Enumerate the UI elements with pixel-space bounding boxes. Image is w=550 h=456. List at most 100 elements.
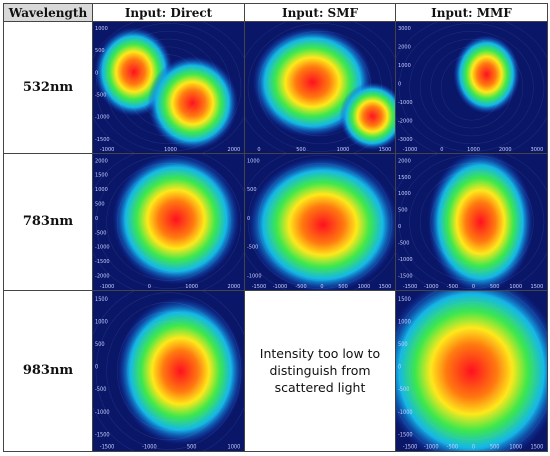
x-tick-label: 1000 bbox=[164, 147, 177, 153]
x-tick-label: -1000 bbox=[403, 147, 418, 153]
scatter-ring bbox=[398, 154, 545, 289]
scatter-ring bbox=[95, 292, 242, 450]
x-tick-label: 0 bbox=[472, 284, 475, 290]
scatter-ring bbox=[419, 171, 524, 273]
y-tick-label: -500 bbox=[398, 240, 409, 246]
x-tick-label: 0 bbox=[148, 284, 151, 290]
beam-spot bbox=[112, 154, 240, 285]
beam-profile-983nm-mmf: -1500 -1000 -500 0 500 1000 1500 1500 1000 500 0 -5… bbox=[395, 289, 548, 453]
scatter-ring bbox=[430, 46, 513, 129]
scatter-ring bbox=[409, 301, 534, 441]
y-tick-label: -1000 bbox=[95, 244, 110, 250]
y-tick-label: 1500 bbox=[95, 173, 108, 179]
scatter-ring bbox=[116, 311, 221, 431]
y-tick-label: -500 bbox=[398, 387, 410, 394]
y-tick-label: 1000 bbox=[247, 158, 260, 164]
beam-spot bbox=[427, 154, 534, 290]
scatter-ring bbox=[127, 179, 210, 265]
header-wavelength: Wavelength bbox=[3, 3, 93, 22]
beam-profile-783nm-direct: -1000 0 1000 2000 2000 1500 1000 500 0 -500 -1000 -… bbox=[92, 152, 245, 291]
note-983nm-smf: Intensity too low to distinguish from sc… bbox=[244, 289, 396, 453]
x-tick-label: 3000 bbox=[531, 147, 544, 153]
x-tick-label: 0 bbox=[472, 444, 476, 451]
y-tick-label: 0 bbox=[398, 81, 401, 87]
scatter-ring bbox=[440, 187, 503, 257]
x-tick-label: 500 bbox=[490, 284, 500, 290]
x-tick-label: 500 bbox=[187, 444, 197, 451]
y-tick-label: 500 bbox=[398, 342, 408, 349]
x-tick-label: -1000 bbox=[424, 284, 439, 290]
row-783nm: 783nm -1000 0 1000 2000 2000 1500 1000 500 0 -500… bbox=[3, 152, 548, 291]
x-tick-label: 0 bbox=[440, 147, 443, 153]
x-tick-label: -1000 bbox=[424, 444, 439, 451]
x-tick-label: 1000 bbox=[228, 444, 241, 451]
y-tick-label: -500 bbox=[95, 230, 106, 236]
x-tick-label: -1000 bbox=[142, 444, 157, 451]
x-tick-label: 500 bbox=[490, 444, 500, 451]
y-tick-label: -500 bbox=[247, 244, 258, 250]
note-line: scattered light bbox=[274, 380, 366, 396]
y-tick-label: -1500 bbox=[95, 259, 110, 265]
scatter-ring bbox=[440, 330, 503, 412]
x-tick-label: -500 bbox=[447, 284, 458, 290]
row-983nm: 983nm -1500 -1000 500 1000 1500 1000 500 0 -500-… bbox=[3, 289, 548, 453]
x-tick-label: 2000 bbox=[228, 147, 241, 153]
x-tick-label: 500 bbox=[296, 147, 306, 153]
beam-spot bbox=[117, 297, 244, 445]
x-tick-label: -1000 bbox=[100, 147, 115, 153]
scatter-ring bbox=[409, 30, 534, 145]
scatter-ring bbox=[116, 38, 221, 137]
scatter-ring bbox=[268, 171, 372, 273]
beam-spot bbox=[248, 156, 395, 290]
x-tick-label: -1500 bbox=[252, 284, 267, 290]
y-tick-label: 0 bbox=[95, 364, 99, 371]
y-tick-label: -1500 bbox=[398, 273, 413, 279]
scatter-ring bbox=[289, 54, 351, 121]
x-tick-label: -1500 bbox=[403, 444, 418, 451]
scatter-ring bbox=[247, 154, 393, 289]
y-tick-label: 0 bbox=[95, 216, 98, 222]
y-tick-label: -2000 bbox=[398, 118, 413, 124]
scatter-ring bbox=[137, 330, 200, 412]
beam-profile-783nm-smf-plot: -1500 -1000 -500 0 500 1000 1500 1000 500 0 -500 -1… bbox=[245, 154, 395, 290]
scatter-ring bbox=[409, 163, 534, 281]
x-tick-label: 0 bbox=[320, 284, 323, 290]
y-tick-label: 0 bbox=[95, 70, 98, 76]
scatter-ring bbox=[106, 301, 231, 441]
wavelength-label: 983nm bbox=[3, 289, 93, 453]
header-input-smf: Input: SMF bbox=[244, 3, 396, 22]
x-tick-label: -500 bbox=[295, 284, 306, 290]
y-tick-label: -3000 bbox=[398, 137, 413, 143]
scatter-ring bbox=[398, 23, 545, 152]
scatter-ring bbox=[430, 179, 513, 265]
scatter-ring bbox=[116, 171, 221, 273]
y-tick-label: 2000 bbox=[95, 158, 108, 164]
scatter-ring bbox=[289, 187, 351, 257]
x-tick-label: 1500 bbox=[379, 284, 392, 290]
scatter-ring bbox=[419, 38, 524, 137]
beam-profile-532nm-mmf-plot: -1000 0 1000 2000 3000 3000 2000 1000 0 -1000 -200… bbox=[396, 22, 547, 153]
x-tick-label: 1500 bbox=[531, 444, 544, 451]
x-tick-label: 1000 bbox=[509, 284, 522, 290]
y-tick-label: 1000 bbox=[398, 191, 411, 197]
y-tick-label: 0 bbox=[247, 216, 250, 222]
beam-profile-983nm-direct: -1500 -1000 500 1000 1500 1000 500 0 -500 -1000 -1… bbox=[92, 289, 245, 453]
x-tick-label: 0 bbox=[257, 147, 260, 153]
beam-profile-783nm-mmf-plot: -1500 -1000 -500 0 500 1000 1500 2000 1500 1000 50… bbox=[396, 154, 547, 290]
y-tick-label: -1000 bbox=[398, 257, 413, 263]
beam-profile-532nm-direct: -1000 1000 2000 1000 500 0 -500 -1000 -1500 bbox=[92, 21, 245, 154]
y-tick-label: -1000 bbox=[95, 115, 110, 121]
y-tick-label: 500 bbox=[95, 48, 105, 54]
scatter-ring bbox=[247, 23, 393, 152]
wavelength-label: 532nm bbox=[3, 21, 93, 154]
y-tick-label: 1000 bbox=[398, 63, 411, 69]
scatter-ring bbox=[279, 179, 361, 265]
scatter-ring bbox=[258, 30, 382, 145]
x-tick-label: 500 bbox=[338, 284, 348, 290]
y-tick-label: -1500 bbox=[95, 432, 110, 439]
y-tick-label: -1000 bbox=[95, 409, 110, 416]
scatter-ring bbox=[106, 163, 231, 281]
beam-profile-532nm-direct-plot: -1000 1000 2000 1000 500 0 -500 -1000 -1500 bbox=[93, 22, 244, 153]
scatter-ring bbox=[279, 46, 361, 129]
x-tick-label: 1000 bbox=[337, 147, 350, 153]
